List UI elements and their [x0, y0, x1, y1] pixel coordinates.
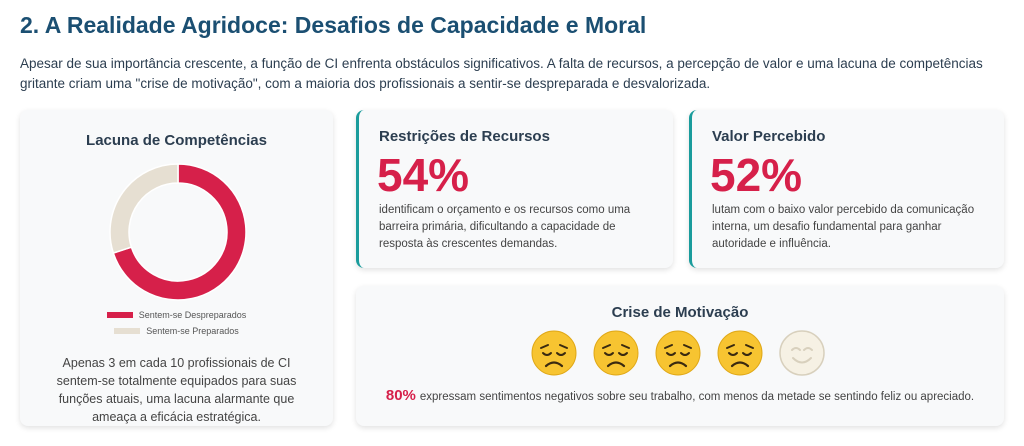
page-title: 2. A Realidade Agridoce: Desafios de Cap…: [20, 12, 647, 38]
skills-gap-note: Apenas 3 em cada 10 profissionais de CI …: [56, 356, 297, 424]
sad-face-icon: [593, 330, 639, 376]
legend-label-prepared: Sentem-se Preparados: [146, 326, 239, 336]
resource-constraints-title: Restrições de Recursos: [379, 128, 550, 145]
motivation-crisis-card: Crise de Motivação: [356, 286, 1004, 426]
resource-constraints-value: 54%: [377, 149, 470, 201]
skills-gap-donut-chart: [109, 163, 247, 301]
skills-gap-title: Lacuna de Competências: [86, 132, 267, 149]
legend-item-prepared: Sentem-se Preparados: [20, 326, 333, 336]
happy-face-icon: [779, 330, 825, 376]
perceived-value-title: Valor Percebido: [712, 128, 826, 145]
sad-face-icon: [531, 330, 577, 376]
motivation-faces-row: [530, 329, 830, 381]
motivation-note: 80% expressam sentimentos negativos sobre…: [356, 387, 1004, 404]
donut-slice-unprepared: [112, 163, 247, 301]
perceived-value-description: lutam com o baixo valor percebido da com…: [712, 204, 975, 250]
resource-constraints-description: identificam o orçamento e os recursos co…: [379, 204, 631, 250]
intro-paragraph: Apesar de sua importância crescente, a f…: [20, 56, 983, 91]
motivation-crisis-title: Crise de Motivação: [611, 304, 749, 321]
perceived-value-card: Valor Percebido 52% lutam com o baixo va…: [689, 110, 1004, 268]
legend-swatch-prepared: [114, 328, 141, 334]
resource-constraints-card: Restrições de Recursos 54% identificam o…: [356, 110, 673, 268]
legend-label-unprepared: Sentem-se Despreparados: [138, 310, 247, 320]
legend-item-unprepared: Sentem-se Despreparados: [20, 310, 333, 320]
motivation-note-text: expressam sentimentos negativos sobre se…: [419, 391, 975, 403]
donut-slice-prepared: [109, 163, 179, 254]
sad-face-icon: [655, 330, 701, 376]
motivation-percent: 80%: [385, 387, 416, 404]
sad-face-icon: [717, 330, 763, 376]
skills-gap-card: Lacuna de Competências Sentem-se Desprep…: [20, 110, 333, 426]
perceived-value-value: 52%: [710, 149, 803, 201]
legend-swatch-unprepared: [106, 312, 133, 318]
